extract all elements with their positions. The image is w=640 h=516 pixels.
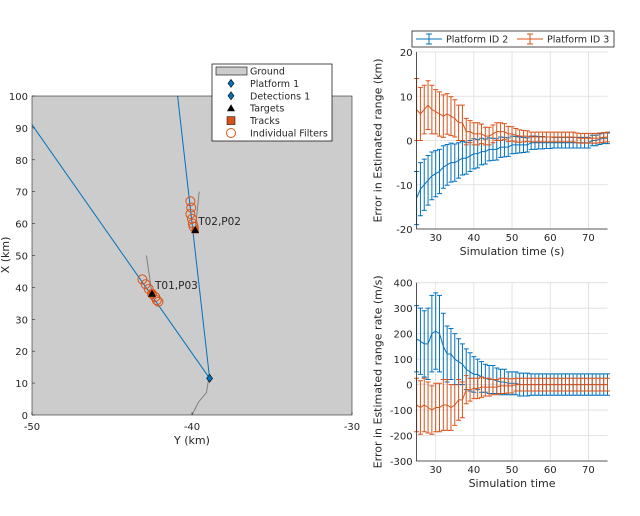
y-tick-label: 80 bbox=[15, 156, 28, 167]
y-tick-label: -300 bbox=[390, 457, 413, 468]
y-axis-label: Error in Estimated range (km) bbox=[372, 58, 385, 222]
x-axis-label: Simulation time (s) bbox=[460, 245, 565, 258]
x-axis-label: Simulation time bbox=[469, 477, 556, 490]
x-tick-label: -50 bbox=[24, 422, 40, 433]
individual-filter-marker bbox=[185, 196, 196, 207]
x-tick-label: 40 bbox=[468, 465, 481, 476]
x-tick-label: 40 bbox=[468, 233, 481, 244]
y-tick-label: 400 bbox=[394, 279, 413, 290]
target-trail bbox=[194, 191, 200, 231]
platform-swatch bbox=[227, 78, 235, 88]
x-tick-label: 30 bbox=[429, 465, 442, 476]
y-tick-label: 40 bbox=[15, 283, 28, 294]
y-tick-label: 20 bbox=[400, 48, 413, 59]
legend-box bbox=[411, 30, 615, 48]
x-tick-label: 70 bbox=[582, 233, 595, 244]
detection-line bbox=[177, 95, 211, 379]
legend-entry: Targets bbox=[249, 104, 284, 115]
y-axis-label: X (km) bbox=[0, 237, 12, 274]
y-tick-label: 0 bbox=[406, 137, 412, 148]
x-axis-label: Y (km) bbox=[173, 434, 210, 447]
platform-marker bbox=[206, 373, 213, 383]
axes-lines bbox=[416, 52, 608, 230]
x-tick-label: 50 bbox=[506, 465, 519, 476]
legend-entry: Tracks bbox=[249, 116, 280, 127]
filter-swatch bbox=[226, 128, 236, 138]
error-bar bbox=[605, 131, 610, 143]
ground-swatch bbox=[215, 66, 248, 76]
y-tick-label: 10 bbox=[15, 379, 28, 390]
track-label: T02,P02 bbox=[197, 216, 241, 228]
target-swatch bbox=[227, 104, 235, 112]
y-tick-label: 200 bbox=[394, 330, 413, 341]
x-tick-label: -40 bbox=[184, 422, 200, 433]
y-tick-label: -20 bbox=[396, 225, 412, 236]
y-tick-label: 20 bbox=[15, 347, 28, 358]
axes-lines bbox=[416, 282, 608, 462]
legend-entry: Individual Filters bbox=[250, 129, 328, 140]
range-error-plot: 30 40 50 60 70 -20 -10 0 10 20 Simulation time (s)… bbox=[372, 30, 615, 258]
legend-swatch bbox=[517, 33, 543, 45]
legend: Platform ID 2 Platform ID 3 bbox=[411, 30, 615, 48]
x-tick-label: 70 bbox=[582, 465, 595, 476]
target-trail bbox=[145, 255, 153, 294]
target-marker bbox=[191, 225, 200, 233]
series-line bbox=[416, 104, 608, 139]
y-axis-label: Error in Estimated range rate (m/s) bbox=[372, 275, 385, 468]
series-2 bbox=[414, 375, 610, 435]
y-tick-label: 50 bbox=[15, 252, 28, 263]
y-tick-label: 300 bbox=[394, 304, 413, 315]
x-tick-label: -30 bbox=[344, 422, 360, 433]
x-tick-label: 50 bbox=[506, 233, 519, 244]
track-swatch bbox=[226, 116, 236, 125]
legend-swatch bbox=[416, 33, 442, 45]
individual-filter-marker bbox=[153, 296, 164, 307]
y-tick-label: 0 bbox=[406, 381, 412, 392]
y-tick-label: 0 bbox=[22, 411, 28, 422]
individual-filter-marker bbox=[187, 213, 197, 224]
platform-trail bbox=[191, 378, 210, 416]
legend-entry: Detections 1 bbox=[250, 91, 310, 102]
y-tick-label: 30 bbox=[15, 315, 28, 326]
y-tick-label: 100 bbox=[394, 355, 413, 366]
legend-entry: Platform 1 bbox=[250, 79, 299, 90]
ground-area bbox=[32, 96, 352, 415]
detection-line bbox=[31, 124, 211, 379]
x-tick-label: 60 bbox=[544, 233, 557, 244]
scenario-plot: T01,P03 T02,P02 -50 -40 -30 0 10 20 30 40 50 60 70 8… bbox=[0, 63, 360, 447]
legend-entry: Platform ID 2 bbox=[446, 35, 508, 46]
target-marker bbox=[148, 289, 156, 297]
legend-entry: Platform ID 3 bbox=[547, 35, 609, 46]
series-line bbox=[416, 384, 608, 411]
individual-filter-marker bbox=[186, 202, 197, 213]
individual-filter-marker bbox=[151, 295, 162, 306]
range-rate-error-plot: 30 40 50 60 70 -300 -200 -100 0 100 200 300 400 Simul… bbox=[372, 275, 610, 490]
y-tick-label: 100 bbox=[9, 92, 28, 103]
y-tick-label: -200 bbox=[390, 432, 413, 443]
y-tick-label: 70 bbox=[15, 188, 28, 199]
y-tick-label: -100 bbox=[390, 406, 413, 417]
legend-entry: Ground bbox=[250, 67, 285, 78]
individual-filter-marker bbox=[185, 209, 196, 220]
y-tick-label: 60 bbox=[15, 220, 28, 231]
detection-swatch bbox=[227, 91, 235, 101]
x-tick-label: 30 bbox=[429, 233, 442, 244]
track-label: T01,P03 bbox=[154, 280, 198, 292]
individual-filter-marker bbox=[147, 288, 157, 299]
x-tick-label: 60 bbox=[544, 465, 557, 476]
y-tick-label: 10 bbox=[400, 92, 413, 103]
y-tick-label: -10 bbox=[396, 181, 412, 192]
y-tick-label: 90 bbox=[15, 124, 28, 135]
